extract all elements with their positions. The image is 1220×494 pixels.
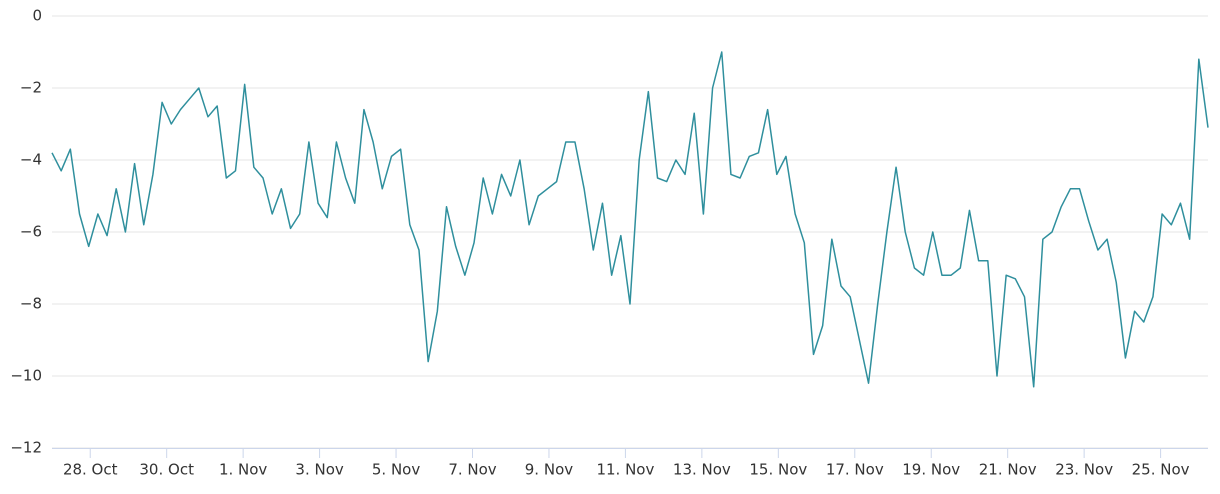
x-tick-label: 7. Nov bbox=[448, 461, 496, 479]
data-line bbox=[51, 51, 1209, 388]
x-tick-label: 3. Nov bbox=[295, 461, 343, 479]
y-tick-label: −6 bbox=[20, 223, 42, 241]
y-tick-label: −4 bbox=[20, 151, 42, 169]
x-tick-label: 11. Nov bbox=[596, 461, 654, 479]
y-tick-label: −12 bbox=[10, 439, 42, 457]
x-tick-label: 21. Nov bbox=[979, 461, 1037, 479]
x-tick-label: 5. Nov bbox=[372, 461, 420, 479]
x-tick-label: 1. Nov bbox=[219, 461, 267, 479]
y-tick-label: 0 bbox=[32, 7, 42, 25]
x-tick-label: 15. Nov bbox=[749, 461, 807, 479]
x-tick-label: 25. Nov bbox=[1132, 461, 1190, 479]
x-tick-label: 30. Oct bbox=[139, 461, 194, 479]
x-tick-label: 19. Nov bbox=[902, 461, 960, 479]
x-tick-label: 17. Nov bbox=[826, 461, 884, 479]
y-tick-label: −2 bbox=[20, 79, 42, 97]
y-tick-label: −8 bbox=[20, 295, 42, 313]
x-tick-label: 9. Nov bbox=[525, 461, 573, 479]
x-tick-label: 13. Nov bbox=[673, 461, 731, 479]
x-tick-label: 23. Nov bbox=[1055, 461, 1113, 479]
y-tick-label: −10 bbox=[10, 367, 42, 385]
x-tick-label: 28. Oct bbox=[63, 461, 118, 479]
